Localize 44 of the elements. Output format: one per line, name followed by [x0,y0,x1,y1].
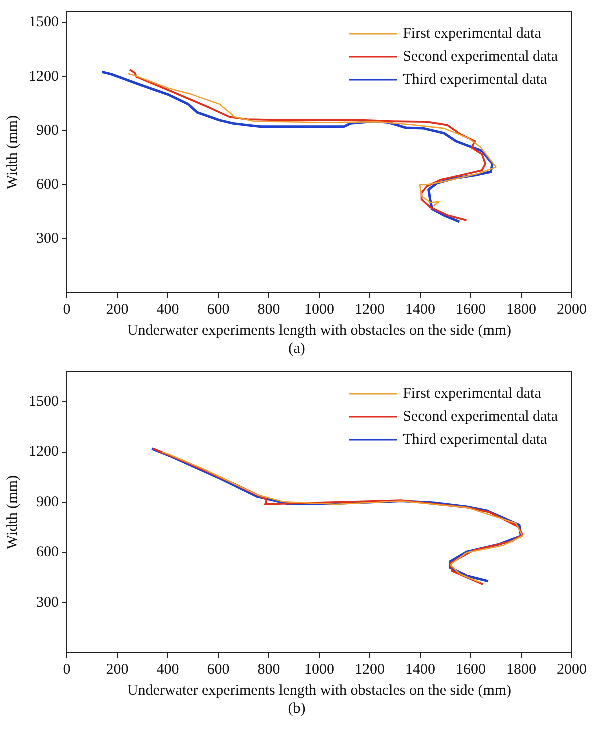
y-tick-label: 1500 [29,394,59,410]
x-tick-label: 1400 [406,662,436,678]
y-tick-label: 300 [36,230,59,247]
y-tick-label: 1500 [29,14,59,31]
x-tick-label: 400 [156,662,180,678]
y-tick-label: 1200 [29,444,59,460]
x-tick-label: 1200 [355,662,385,678]
x-tick-label: 0 [63,662,71,678]
text: (a) [288,340,306,359]
x-tick-label: 1800 [506,662,536,678]
legend-label: Second experimental data [403,48,558,65]
x-tick-label: 2000 [557,662,587,678]
y-axis-title: Width (mm) [4,476,21,550]
x-tick-label: 1600 [456,662,486,678]
x-tick-label: 1800 [506,302,536,318]
y-tick-label: 900 [36,122,59,139]
x-tick-label: 2000 [557,302,587,318]
y-tick-label: 600 [36,544,59,561]
y-tick-label: 1200 [29,68,59,85]
x-tick-label: 1600 [456,302,486,318]
x-axis-title: Underwater experiments length with obstacles on the side (mm) [127,682,512,699]
legend-label: First experimental data [403,386,542,402]
x-tick-label: 1200 [355,302,385,318]
x-tick-label: 200 [106,302,129,318]
x-tick-label: 600 [207,662,230,678]
x-tick-label: 1000 [304,662,334,678]
x-tick-label: 600 [207,302,230,318]
x-tick-label: 1400 [406,302,436,318]
x-tick-label: 200 [106,662,129,678]
legend-label: Third experimental data [403,72,548,88]
y-tick-label: 600 [36,176,59,193]
y-tick-label: 900 [36,494,59,510]
x-axis-title: Underwater experiments length with obstacles on the side (mm) [127,322,512,339]
y-axis-title: Width (mm) [4,116,21,190]
x-tick-label: 1000 [304,302,334,318]
x-tick-label: 0 [63,302,71,318]
legend-label: Third experimental data [403,432,548,448]
text: (b) [287,700,307,719]
legend-label: Second experimental data [403,408,558,425]
x-tick-label: 800 [258,662,280,678]
legend-label: First experimental data [403,26,542,42]
y-tick-label: 300 [36,594,59,611]
x-tick-label: 400 [156,302,180,318]
x-tick-label: 800 [258,302,280,318]
